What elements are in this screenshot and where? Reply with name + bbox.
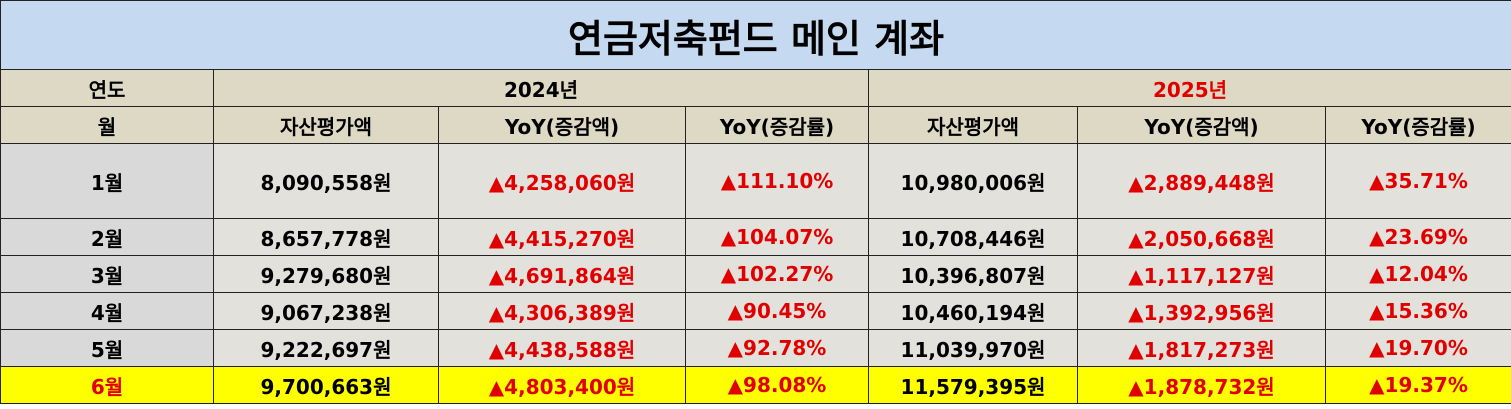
value-cell: 11,039,970원: [868, 329, 1078, 367]
value-cell: ▲4,306,389원: [438, 292, 686, 330]
value-cell: ▲15.36%: [1324, 292, 1511, 330]
value-cell: 10,980,006원: [868, 143, 1078, 219]
value-cell: 9,279,680원: [213, 255, 439, 293]
value-cell: ▲12.04%: [1324, 255, 1511, 293]
value-cell: ▲1,817,273원: [1077, 329, 1326, 367]
value-cell: ▲104.07%: [685, 218, 869, 256]
value-cell: ▲35.71%: [1324, 143, 1511, 219]
column-header: YoY(증감률): [1324, 106, 1511, 144]
value-cell: 8,090,558원: [213, 143, 439, 219]
month-cell: 5월: [0, 329, 214, 367]
value-cell: ▲98.08%: [685, 366, 869, 404]
value-cell: 8,657,778원: [213, 218, 439, 256]
value-cell: 10,396,807원: [868, 255, 1078, 293]
table-row: 6월 9,700,663원 ▲4,803,400원 ▲98.08% 11,579,395…: [0, 366, 1511, 404]
column-header: YoY(증감액): [438, 106, 686, 144]
value-cell: 9,222,697원: [213, 329, 439, 367]
value-cell: ▲4,691,864원: [438, 255, 686, 293]
table-row: 1월 8,090,558원 ▲4,258,060원 ▲111.10% 10,980,00…: [0, 143, 1511, 219]
year-label: 연도: [0, 69, 214, 107]
year-header: 2024년: [213, 69, 869, 107]
month-label: 월: [0, 106, 214, 144]
value-cell: ▲4,415,270원: [438, 218, 686, 256]
value-cell: ▲2,050,668원: [1077, 218, 1326, 256]
value-cell: ▲19.37%: [1324, 366, 1511, 404]
month-cell: 6월: [0, 366, 214, 404]
month-cell: 2월: [0, 218, 214, 256]
month-cell: 1월: [0, 143, 214, 219]
table-row: 5월 9,222,697원 ▲4,438,588원 ▲92.78% 11,039,970…: [0, 329, 1511, 367]
value-cell: 10,708,446원: [868, 218, 1078, 256]
value-cell: ▲4,438,588원: [438, 329, 686, 367]
column-header: 자산평가액: [213, 106, 439, 144]
value-cell: ▲2,889,448원: [1077, 143, 1326, 219]
value-cell: ▲4,803,400원: [438, 366, 686, 404]
table-row: 4월 9,067,238원 ▲4,306,389원 ▲90.45% 10,460,194…: [0, 292, 1511, 330]
value-cell: 10,460,194원: [868, 292, 1078, 330]
value-cell: ▲111.10%: [685, 143, 869, 219]
value-cell: 11,579,395원: [868, 366, 1078, 404]
table-row: 2월 8,657,778원 ▲4,415,270원 ▲104.07% 10,708,44…: [0, 218, 1511, 256]
value-cell: ▲90.45%: [685, 292, 869, 330]
column-header: YoY(증감률): [685, 106, 869, 144]
table-row: 3월 9,279,680원 ▲4,691,864원 ▲102.27% 10,396,80…: [0, 255, 1511, 293]
value-cell: ▲92.78%: [685, 329, 869, 367]
value-cell: ▲102.27%: [685, 255, 869, 293]
column-header: YoY(증감액): [1077, 106, 1326, 144]
value-cell: ▲1,392,956원: [1077, 292, 1326, 330]
value-cell: ▲4,258,060원: [438, 143, 686, 219]
value-cell: ▲1,878,732원: [1077, 366, 1326, 404]
value-cell: ▲23.69%: [1324, 218, 1511, 256]
column-header: 자산평가액: [868, 106, 1078, 144]
value-cell: 9,700,663원: [213, 366, 439, 404]
value-cell: ▲19.70%: [1324, 329, 1511, 367]
month-cell: 4월: [0, 292, 214, 330]
value-cell: ▲1,117,127원: [1077, 255, 1326, 293]
value-cell: 9,067,238원: [213, 292, 439, 330]
month-cell: 3월: [0, 255, 214, 293]
year-header: 2025년: [867, 69, 1511, 107]
title: 연금저축펀드 메인 계좌: [0, 0, 1511, 70]
